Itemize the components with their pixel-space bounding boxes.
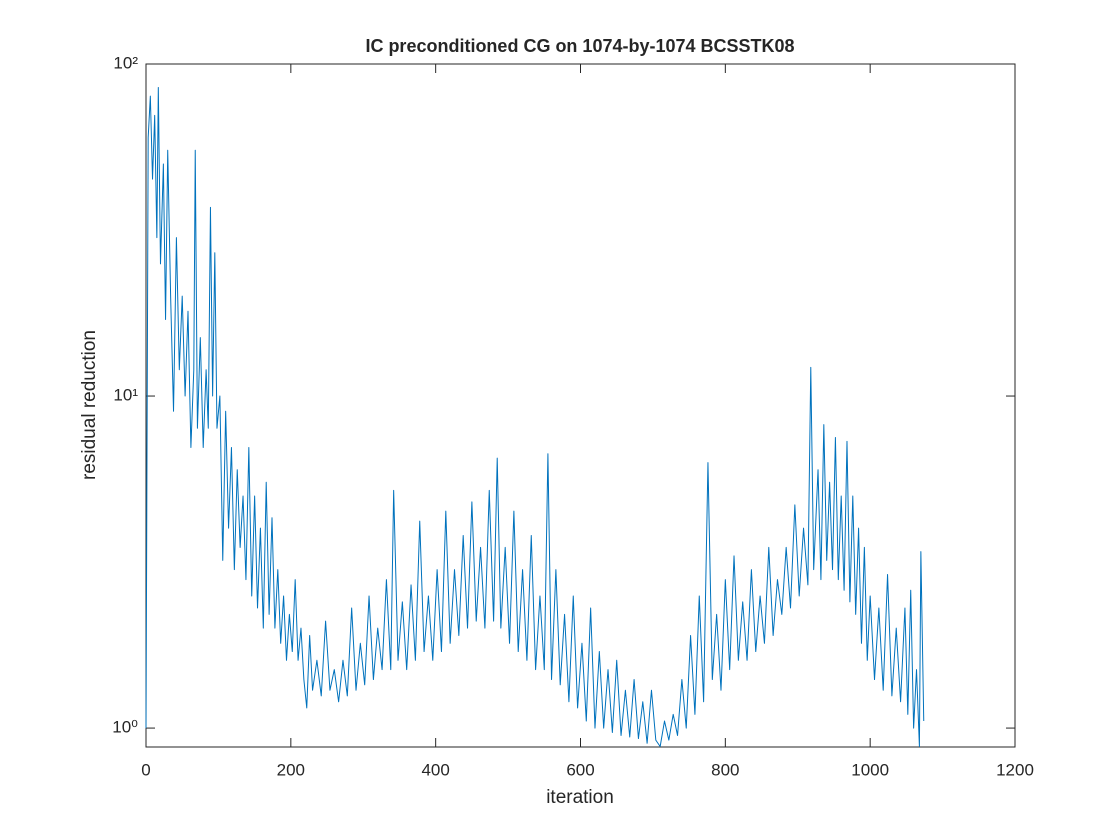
x-axis-label: iteration [546, 787, 614, 808]
x-tick-label: 1200 [996, 760, 1034, 779]
x-tick-label: 600 [566, 760, 594, 779]
x-tick-label: 0 [141, 760, 150, 779]
data-line [145, 86, 925, 748]
y-tick-label: 10² [113, 53, 138, 72]
x-tick-label: 800 [711, 760, 739, 779]
x-tick-label: 200 [277, 760, 305, 779]
y-tick-label: 10¹ [113, 386, 138, 405]
y-axis-label: residual reduction [79, 330, 100, 480]
y-tick-label: 10⁰ [112, 718, 138, 737]
x-tick-label: 400 [421, 760, 449, 779]
x-tick-label: 1000 [851, 760, 889, 779]
chart-title: IC preconditioned CG on 1074-by-1074 BCS… [365, 36, 794, 56]
